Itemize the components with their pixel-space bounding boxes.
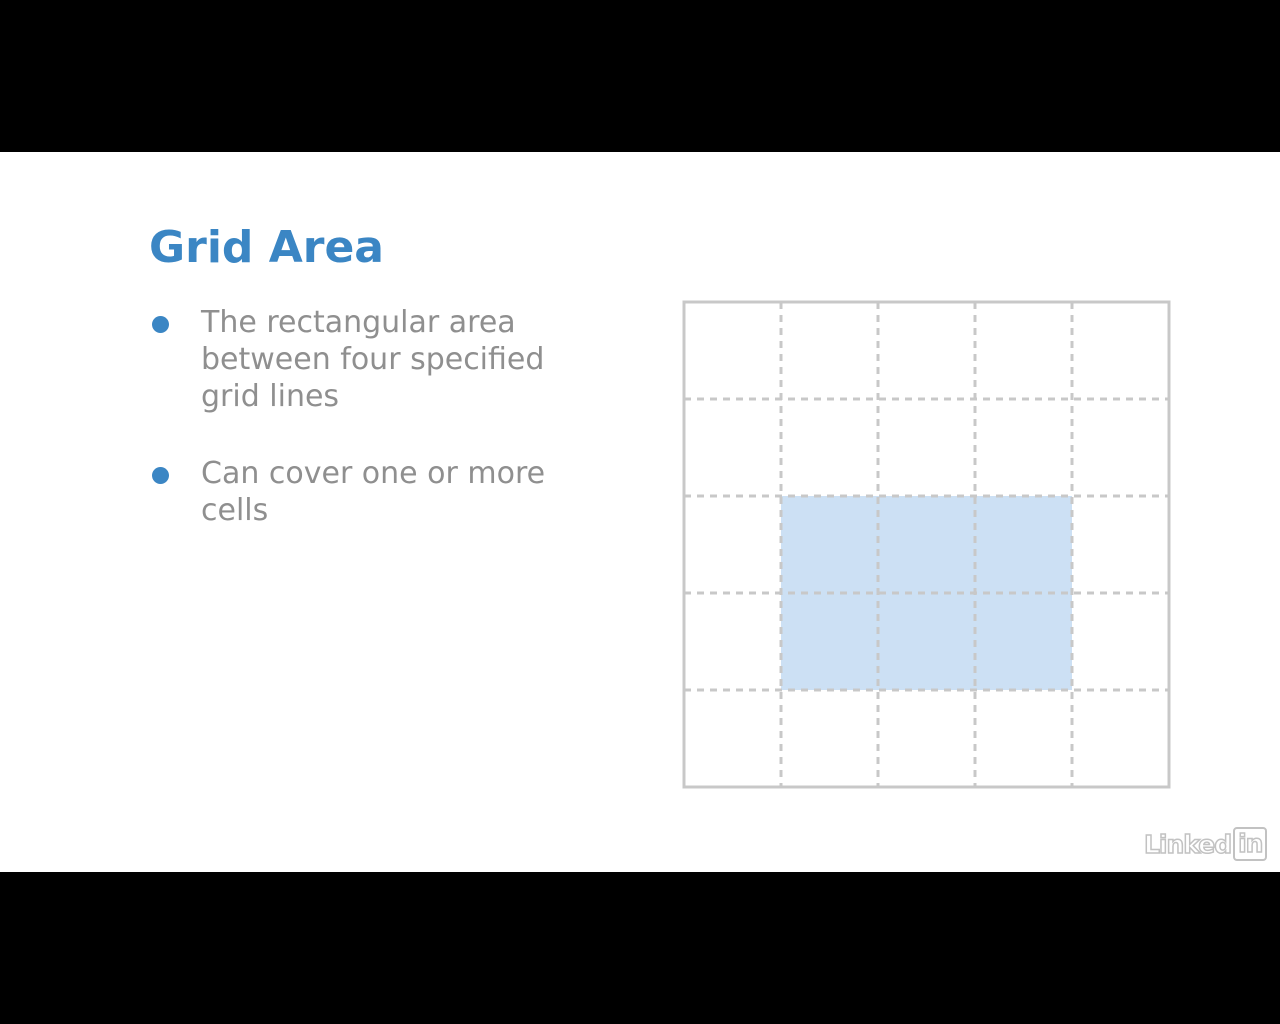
bullet-item: Can cover one or more cells <box>150 455 580 529</box>
slide: Grid Area The rectangular area between f… <box>0 152 1280 872</box>
bullet-dot-icon <box>152 467 169 484</box>
bullet-text: Can cover one or more cells <box>201 456 546 528</box>
linkedin-logo: Linked in <box>1143 827 1268 861</box>
slide-title: Grid Area <box>149 222 384 273</box>
logo-box: in <box>1233 827 1268 861</box>
bullet-item: The rectangular area between four specif… <box>150 304 580 415</box>
bullet-dot-icon <box>152 316 169 333</box>
logo-word: Linked <box>1143 829 1233 860</box>
grid-area-diagram <box>682 300 1171 789</box>
bullet-list: The rectangular area between four specif… <box>150 304 580 569</box>
grid-container-border <box>682 300 1171 789</box>
bullet-text: The rectangular area between four specif… <box>201 305 545 414</box>
